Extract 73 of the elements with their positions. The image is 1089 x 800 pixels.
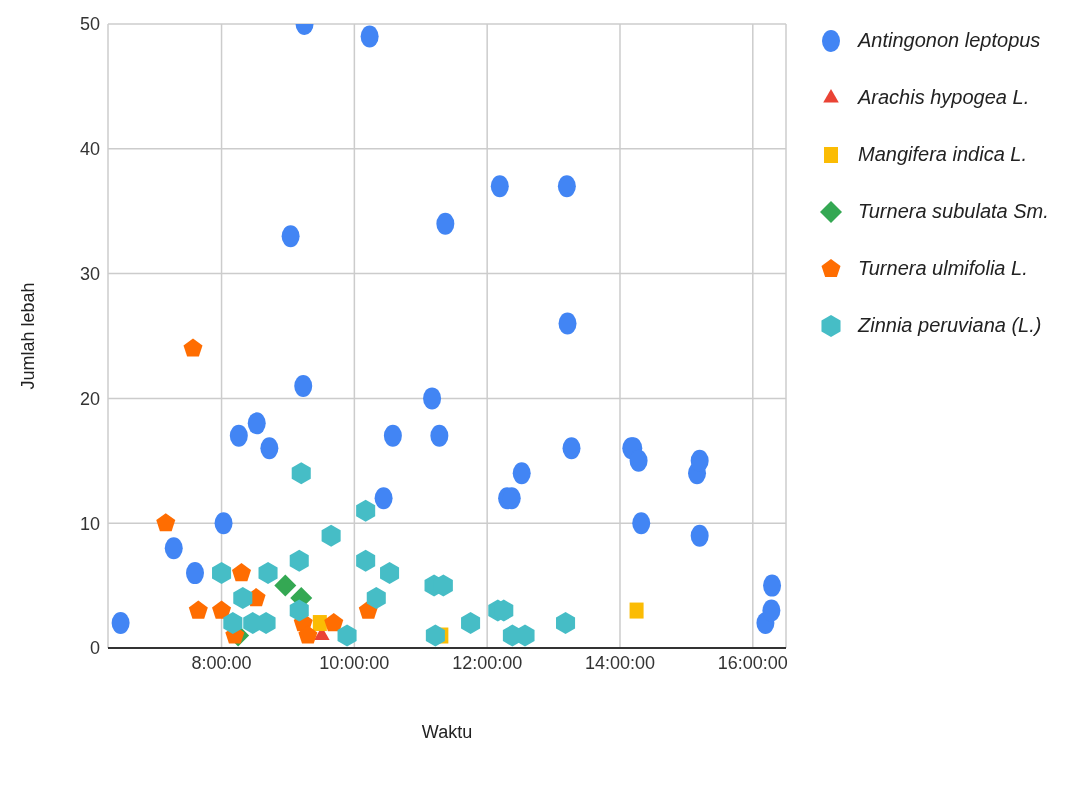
point	[380, 562, 400, 585]
point	[558, 312, 577, 335]
point	[690, 449, 709, 472]
point	[762, 599, 781, 622]
point	[562, 437, 581, 460]
point	[281, 225, 300, 248]
point	[312, 615, 327, 632]
point	[461, 612, 481, 635]
point	[360, 25, 379, 48]
x-tick-label: 10:00:00	[319, 652, 390, 673]
point	[212, 562, 232, 585]
point	[274, 574, 297, 597]
point	[321, 524, 341, 547]
x-tick-label: 8:00:00	[191, 652, 252, 673]
point	[247, 412, 266, 435]
point	[556, 612, 576, 635]
point	[366, 587, 386, 610]
point	[629, 449, 648, 472]
legend-label: Arachis hypogea L.	[858, 86, 1030, 109]
x-tick-label: 12:00:00	[452, 652, 523, 673]
point	[294, 374, 313, 397]
point	[214, 512, 233, 535]
point	[425, 624, 445, 647]
point	[436, 212, 455, 235]
point	[231, 563, 251, 582]
point	[188, 600, 208, 619]
point	[260, 437, 279, 460]
legend-label: Turnera subulata Sm.	[858, 200, 1049, 223]
point	[111, 612, 130, 635]
point	[233, 587, 253, 610]
point	[557, 175, 576, 198]
y-tick-label: 40	[79, 139, 100, 160]
point	[515, 624, 535, 647]
point	[289, 599, 309, 622]
y-tick-label: 20	[79, 388, 100, 409]
legend-label: Mangifera indica L.	[858, 143, 1027, 166]
point	[185, 562, 204, 585]
point	[156, 513, 176, 532]
point	[490, 175, 509, 198]
y-axis-title: Jumlah lebah	[18, 282, 39, 390]
legend-label: Zinnia peruviana (L.)	[858, 314, 1042, 337]
y-tick-label: 50	[79, 14, 100, 35]
point	[291, 462, 311, 485]
point	[763, 574, 782, 597]
point	[629, 602, 644, 619]
x-tick-label: 14:00:00	[584, 652, 656, 673]
point	[223, 612, 243, 635]
point	[258, 562, 278, 585]
y-tick-label: 30	[79, 263, 100, 284]
legend-label: Antingonon leptopus	[858, 29, 1041, 52]
y-tick-label: 0	[89, 638, 100, 659]
point	[430, 424, 449, 447]
point	[632, 512, 651, 535]
point	[356, 549, 376, 572]
x-tick-label: 16:00:00	[717, 652, 788, 673]
legend-label: Turnera ulmifolia L.	[858, 257, 1028, 280]
point	[212, 600, 232, 619]
point	[374, 487, 393, 510]
point	[256, 612, 276, 635]
x-axis-title: Waktu	[421, 722, 473, 742]
point	[356, 499, 376, 522]
point	[229, 424, 248, 447]
point	[324, 613, 344, 632]
point	[512, 462, 531, 485]
point	[289, 549, 309, 572]
point	[164, 537, 183, 560]
y-tick-label: 10	[79, 513, 100, 534]
point	[423, 387, 442, 410]
point	[690, 524, 709, 547]
point	[337, 624, 357, 647]
point	[383, 424, 402, 447]
point	[298, 625, 318, 644]
point	[183, 338, 203, 357]
